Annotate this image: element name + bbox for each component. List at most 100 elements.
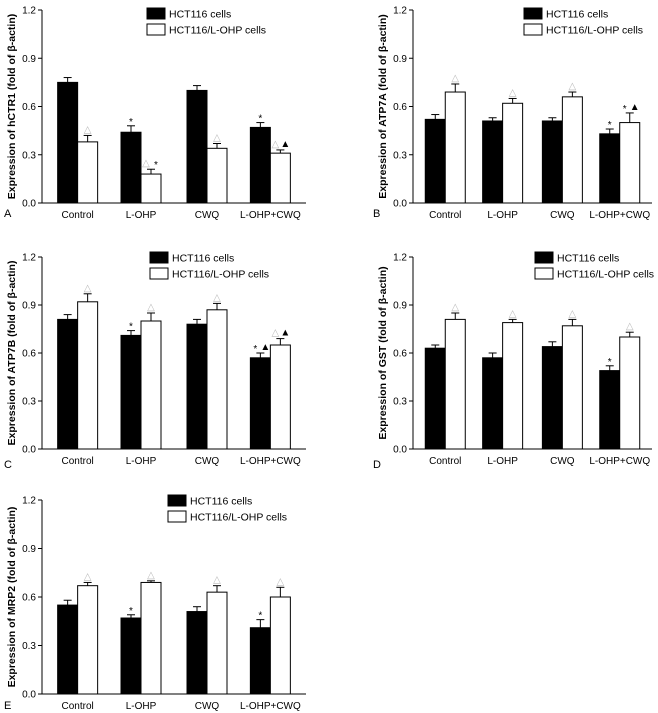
bar-hct116-l-ohp: [206, 147, 228, 204]
bar-hct116-l-ohp: [206, 309, 228, 450]
bar-hct116: [599, 370, 621, 450]
legend-label: HCT116 cells: [190, 496, 252, 508]
y-tick-label: 1.2: [22, 496, 36, 507]
legend-label: HCT116/L-OHP cells: [190, 512, 287, 524]
x-category-label: L-OHP: [126, 456, 157, 467]
bar-hct116-l-ohp: [619, 122, 641, 204]
y-tick-label: 0.6: [393, 349, 407, 360]
legend-label: HCT116 cells: [557, 253, 619, 265]
x-category-label: L-OHP+CWQ: [589, 456, 650, 467]
y-tick-label: 0.6: [393, 102, 407, 113]
legend-swatch: [534, 267, 554, 280]
x-category-label: L-OHP+CWQ: [589, 210, 650, 221]
bar-hct116-l-ohp: [77, 585, 99, 695]
legend-swatch: [146, 7, 166, 20]
y-tick-label: 1.2: [22, 253, 36, 264]
legend-label: HCT116 cells: [172, 253, 234, 265]
legend-swatch: [523, 23, 543, 36]
open-triangle-marker: △: [213, 132, 221, 143]
open-triangle-marker: △: [142, 158, 150, 169]
x-category-label: L-OHP+CWQ: [240, 456, 301, 467]
y-tick-label: 0.6: [22, 349, 36, 360]
bar-hct116: [186, 89, 208, 204]
chart-panel-a: 0.0 0.3 0.6 0.9 1.2 Expression of hCTR1 (fold…: [4, 6, 306, 221]
y-tick-label: 0.3: [393, 150, 407, 161]
y-tick-label: 0.0: [22, 199, 36, 210]
bar-hct116: [424, 347, 446, 450]
panel-letter: E: [4, 700, 11, 712]
panel-letter: B: [373, 208, 380, 220]
significance-star-marker: *: [253, 344, 257, 355]
y-tick-label: 0.0: [393, 445, 407, 456]
y-tick-label: 1.2: [22, 6, 36, 17]
bar-hct116-l-ohp: [269, 596, 291, 695]
open-triangle-marker: △: [451, 302, 459, 313]
open-triangle-marker: △: [272, 139, 280, 150]
bar-hct116: [482, 120, 504, 204]
significance-star-marker: *: [154, 160, 158, 171]
significance-star-marker: *: [129, 322, 133, 333]
filled-triangle-marker: ▲: [280, 328, 290, 339]
bar-hct116: [541, 120, 563, 204]
bar-hct116-l-ohp: [206, 591, 228, 695]
significance-star-marker: *: [608, 120, 612, 131]
bar-hct116: [482, 357, 504, 450]
legend-label: HCT116 cells: [546, 9, 608, 21]
legend-swatch: [149, 267, 169, 280]
x-category-label: CWQ: [195, 456, 220, 467]
significance-star-marker: *: [608, 357, 612, 368]
chart-panel-d: 0.0 0.3 0.6 0.9 1.2 Expression of GST (fold o…: [373, 251, 654, 471]
bar-hct116-l-ohp: [140, 581, 162, 695]
x-category-label: L-OHP: [487, 210, 518, 221]
x-category-label: Control: [429, 210, 461, 221]
legend-label: HCT116/L-OHP cells: [172, 269, 269, 281]
y-tick-label: 0.9: [22, 54, 36, 65]
open-triangle-marker: △: [84, 571, 92, 582]
legend-label: HCT116/L-OHP cells: [557, 269, 654, 281]
legend-label: HCT116/L-OHP cells: [546, 25, 643, 37]
open-triangle-marker: △: [213, 292, 221, 303]
bar-hct116: [186, 611, 208, 695]
y-tick-label: 0.0: [393, 199, 407, 210]
bar-hct116: [541, 346, 563, 450]
open-triangle-marker: △: [509, 87, 517, 98]
y-tick-label: 0.3: [22, 641, 36, 652]
x-category-label: Control: [62, 210, 94, 221]
bar-hct116: [424, 118, 446, 204]
significance-star-marker: *: [623, 104, 627, 115]
bar-hct116: [186, 323, 208, 450]
open-triangle-marker: △: [451, 73, 459, 84]
panel-letter: C: [4, 459, 12, 471]
open-triangle-marker: △: [569, 81, 577, 92]
x-category-label: L-OHP: [126, 210, 157, 221]
y-tick-label: 0.3: [393, 397, 407, 408]
bar-hct116-l-ohp: [140, 320, 162, 450]
bar-hct116: [249, 357, 271, 450]
bar-hct116: [120, 131, 142, 204]
open-triangle-marker: △: [147, 302, 155, 313]
bar-hct116: [120, 617, 142, 695]
bar-hct116-l-ohp: [269, 344, 291, 450]
bar-hct116: [57, 81, 79, 204]
bar-hct116-l-ohp: [561, 96, 583, 204]
bar-hct116: [249, 126, 271, 204]
y-axis-title: Expression of hCTR1 (fold of β-actin): [6, 14, 18, 200]
legend-swatch: [534, 251, 554, 264]
y-tick-label: 1.2: [393, 253, 407, 264]
bar-hct116-l-ohp: [619, 336, 641, 450]
y-tick-label: 0.9: [393, 301, 407, 312]
y-tick-label: 1.2: [393, 6, 407, 17]
bar-hct116: [57, 604, 79, 695]
y-tick-label: 0.6: [22, 102, 36, 113]
x-category-label: L-OHP: [487, 456, 518, 467]
bar-hct116-l-ohp: [502, 322, 524, 450]
y-tick-label: 0.0: [22, 445, 36, 456]
x-category-label: CWQ: [550, 210, 575, 221]
x-category-label: Control: [429, 456, 461, 467]
x-category-label: L-OHP+CWQ: [240, 210, 301, 221]
bar-hct116-l-ohp: [444, 318, 466, 450]
y-tick-label: 0.3: [22, 150, 36, 161]
open-triangle-marker: △: [509, 308, 517, 319]
x-category-label: CWQ: [195, 210, 220, 221]
y-tick-label: 0.9: [22, 544, 36, 555]
